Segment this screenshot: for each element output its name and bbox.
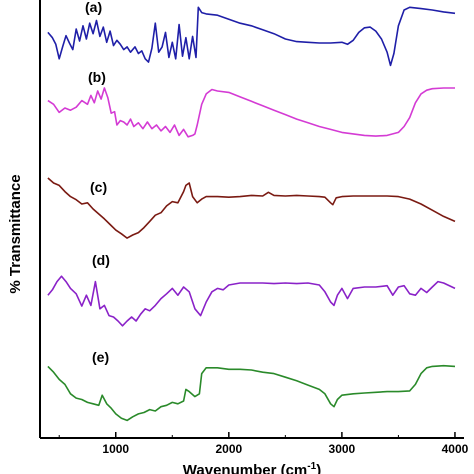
x-ticks-group: 1000 2000 3000 4000 (58, 432, 469, 456)
x-axis-title-sup: -1 (307, 461, 316, 472)
y-axis-title: % Transmittance (7, 174, 24, 293)
series-label-a: (a) (85, 0, 102, 15)
spectrum-line-c (47, 177, 456, 239)
series-label-b: (b) (88, 69, 106, 85)
series-group: (a) (b) (c) (d) (e) (47, 0, 456, 422)
x-tick-label-2000: 2000 (215, 442, 242, 456)
spectrum-line-b (47, 87, 455, 138)
plot-area (39, 0, 464, 439)
x-tick-label-3000: 3000 (329, 442, 356, 456)
x-tick-label-1000: 1000 (102, 442, 129, 456)
series-label-d: (d) (92, 252, 110, 268)
x-axis-title-close: ) (316, 462, 321, 474)
x-axis-title: Wavenumber (cm-1) (183, 461, 321, 474)
spectrum-line-d (47, 275, 456, 327)
x-axis-title-main: Wavenumber (cm (183, 462, 307, 474)
series-label-e: (e) (92, 349, 109, 365)
x-tick-label-4000: 4000 (442, 442, 469, 456)
spectrum-line-e (47, 364, 456, 422)
series-label-c: (c) (90, 179, 107, 195)
spectrum-line-a (47, 6, 456, 67)
